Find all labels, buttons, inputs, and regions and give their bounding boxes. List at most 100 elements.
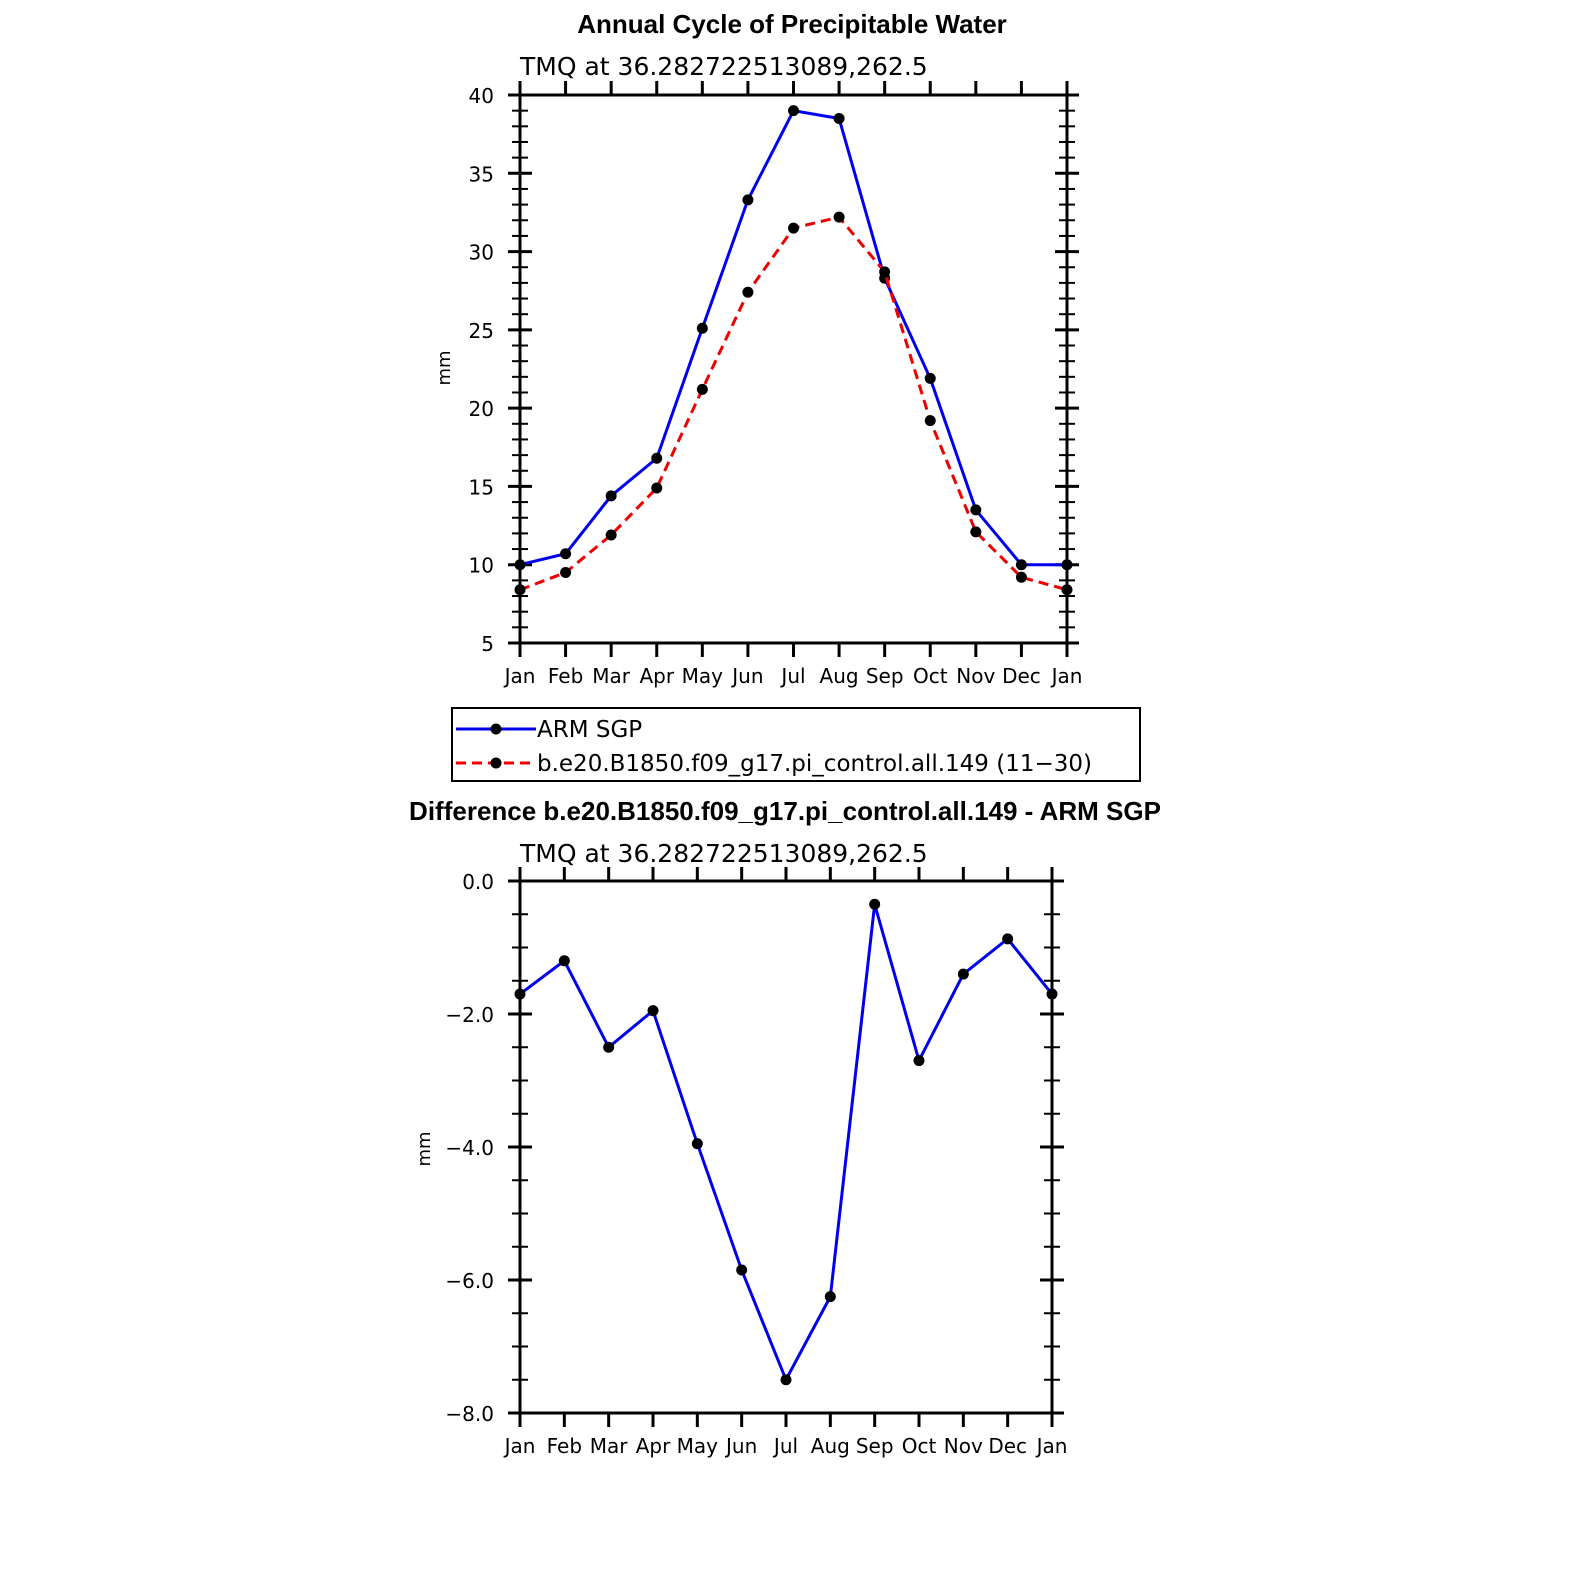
bottom-chart-series-0-point [691, 1138, 703, 1150]
top-chart-series-1-point [970, 526, 982, 538]
top-chart-title: Annual Cycle of Precipitable Water [577, 9, 1007, 39]
top-chart-series-0-point [833, 112, 845, 124]
top-chart-series-1-point [696, 383, 708, 395]
bottom-chart-series-0-point [780, 1374, 792, 1386]
top-chart-axes: Jan Feb Mar Apr May Jun Jul Aug Sep Oct Nov Dec Jan 5… [469, 81, 1083, 688]
bottom-chart-xtick-label: Aug [811, 1434, 850, 1458]
top-chart-xtick-label: May [682, 664, 724, 688]
legend-box [451, 707, 1141, 782]
top-chart-subtitle: TMQ at 36.282722513089,262.5 [519, 52, 928, 81]
bottom-chart: Difference b.e20.B1850.f09_g17.pi_contro… [409, 796, 1161, 1458]
top-chart-series-1-point [924, 415, 936, 427]
top-chart-xtick-label: Jan [1050, 664, 1083, 688]
top-chart-xtick-label: Sep [866, 664, 904, 688]
top-chart-series-line-0 [519, 108, 1067, 567]
bottom-chart-series-0-point [603, 1041, 615, 1053]
bottom-chart-xtick-label: Mar [590, 1434, 629, 1458]
bottom-chart-xtick-label: Feb [547, 1434, 582, 1458]
top-chart-xtick-label: Jan [503, 664, 536, 688]
top-chart-ytick-label: 5 [481, 632, 494, 656]
bottom-chart-xtick-label: May [677, 1434, 719, 1458]
bottom-chart-series-line-0 [519, 903, 1054, 1384]
bottom-chart-title: Difference b.e20.B1850.f09_g17.pi_contro… [409, 796, 1161, 826]
top-chart-series-1-point [742, 286, 754, 298]
bottom-chart-ylabel: mm [414, 1131, 435, 1166]
bottom-chart-xtick-label: Apr [636, 1434, 671, 1458]
top-chart-series-0-point [514, 559, 526, 571]
top-chart-series-0-point [970, 504, 982, 516]
bottom-chart-axes: Jan Feb Mar Apr May Jun Jul Aug Sep Oct Nov Dec Jan−… [445, 867, 1067, 1458]
legend-model-marker [490, 757, 502, 769]
bottom-chart-ytick-label: −4.0 [445, 1136, 494, 1160]
top-chart-xtick-label: Mar [592, 664, 631, 688]
top-chart-series-0-point [696, 322, 708, 334]
top-chart-ylabel: mm [434, 350, 455, 385]
top-chart-series-0-point [651, 452, 663, 464]
top-chart-series-0-point [788, 105, 799, 117]
bottom-chart-xtick-label: Jan [1035, 1434, 1068, 1458]
top-chart-xtick-label: Nov [956, 664, 995, 688]
top-chart: Annual Cycle of Precipitable Water TMQ a… [434, 9, 1141, 782]
top-chart-xtick-label: Feb [548, 664, 583, 688]
bottom-chart-xtick-label: Jun [724, 1434, 757, 1458]
top-chart-series-0-point [560, 548, 572, 560]
top-chart-ytick-label: 15 [469, 475, 494, 499]
top-chart-series-1-point [788, 222, 799, 234]
bottom-chart-xtick-label: Sep [856, 1434, 894, 1458]
top-chart-series-1-point [879, 266, 891, 278]
top-chart-ytick-label: 25 [469, 319, 494, 343]
top-chart-xtick-label: Apr [639, 664, 674, 688]
bottom-chart-xtick-label: Dec [988, 1434, 1027, 1458]
bottom-chart-series-0-point [1046, 988, 1058, 1000]
top-chart-series-1-point [560, 567, 572, 579]
bottom-chart-series-0-point [869, 898, 881, 910]
top-chart-series-1-point [1061, 584, 1073, 596]
top-chart-series-0-point [924, 372, 936, 384]
bottom-chart-series-0-point [957, 968, 969, 980]
bottom-chart-series [514, 898, 1058, 1386]
bottom-chart-series-0-point [736, 1264, 748, 1276]
bottom-chart-series-0-point [647, 1005, 659, 1017]
bottom-chart-series-0-point [1002, 933, 1014, 945]
top-chart-series-1-point [833, 211, 845, 223]
top-chart-ytick-label: 20 [469, 397, 494, 421]
top-chart-series-line-1 [519, 215, 1068, 592]
top-chart-ytick-label: 35 [469, 162, 494, 186]
bottom-chart-series-0-point [558, 955, 570, 967]
legend-arm-label: ARM SGP [537, 717, 642, 743]
bottom-chart-series-0-point [913, 1055, 925, 1067]
bottom-chart-ytick-label: −2.0 [445, 1003, 494, 1027]
top-chart-xtick-label: Jun [730, 664, 763, 688]
bottom-chart-xtick-label: Jan [503, 1434, 536, 1458]
legend-arm-marker [490, 723, 502, 735]
bottom-chart-ytick-label: −8.0 [445, 1402, 494, 1426]
top-chart-frame [518, 93, 1069, 645]
top-chart-series-1-point [514, 584, 526, 596]
bottom-chart-xtick-label: Nov [944, 1434, 983, 1458]
top-chart-series-0-point [1061, 559, 1073, 571]
top-chart-series-1-point [605, 529, 617, 541]
bottom-chart-ytick-label: −6.0 [445, 1269, 494, 1293]
bottom-chart-series-0-point [514, 988, 526, 1000]
top-chart-series [514, 105, 1073, 596]
top-chart-ytick-label: 40 [469, 84, 494, 108]
top-chart-ytick-label: 10 [469, 554, 494, 578]
top-chart-xtick-label: Oct [913, 664, 948, 688]
top-chart-series-0-point [742, 194, 754, 206]
legend-model-label: b.e20.B1850.f09_g17.pi_control.all.149 (… [537, 751, 1092, 777]
bottom-chart-subtitle: TMQ at 36.282722513089,262.5 [519, 839, 928, 868]
bottom-chart-xtick-label: Oct [902, 1434, 937, 1458]
bottom-chart-ytick-label: 0.0 [462, 870, 494, 894]
bottom-chart-xtick-label: Jul [772, 1434, 798, 1458]
bottom-chart-frame [518, 879, 1054, 1415]
top-chart-series-0-point [1015, 559, 1027, 571]
top-chart-series-1-point [651, 482, 663, 494]
top-chart-xtick-label: Jul [779, 664, 805, 688]
top-chart-series-1-point [1015, 571, 1027, 583]
top-chart-legend: ARM SGP b.e20.B1850.f09_g17.pi_control.a… [451, 707, 1141, 782]
bottom-chart-series-0-point [824, 1291, 836, 1303]
top-chart-xtick-label: Dec [1002, 664, 1041, 688]
top-chart-ytick-label: 30 [469, 241, 494, 265]
top-chart-xtick-label: Aug [820, 664, 859, 688]
